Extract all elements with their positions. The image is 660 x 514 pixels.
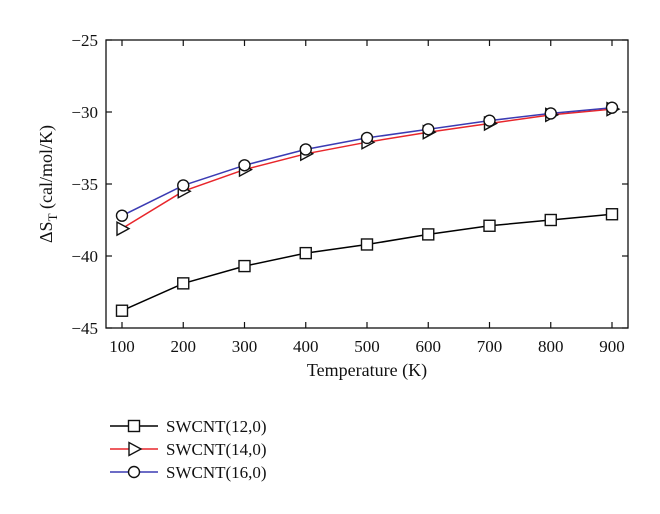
x-tick-label: 100	[109, 337, 135, 356]
data-point	[177, 277, 190, 290]
data-point	[544, 107, 557, 120]
data-point	[299, 246, 312, 260]
x-tick-label: 800	[538, 337, 564, 356]
y-tick-label: −45	[71, 319, 98, 338]
x-tick-label: 400	[293, 337, 319, 356]
x-axis-title: Temperature (K)	[307, 360, 427, 381]
legend-item: SWCNT(16,0)	[110, 463, 267, 482]
series-3	[115, 101, 619, 222]
series-layer	[115, 101, 621, 317]
data-point	[422, 228, 435, 241]
data-point	[605, 208, 619, 221]
data-point	[360, 238, 374, 251]
data-point	[238, 259, 251, 273]
y-axis: −25 −30 −35 −40 −45	[71, 31, 628, 338]
data-point	[605, 101, 619, 114]
series-1	[115, 208, 619, 317]
legend-marker	[127, 465, 141, 479]
legend-item: SWCNT(12,0)	[110, 417, 267, 436]
x-tick-label: 900	[599, 337, 625, 356]
x-axis: 100 200 300 400 500 600 700 800 900	[109, 40, 625, 356]
data-point	[238, 159, 251, 172]
y-axis-title: ΔST (cal/mol/K)	[36, 125, 60, 243]
x-tick-label: 600	[416, 337, 442, 356]
data-point	[115, 304, 129, 317]
data-point	[115, 209, 129, 222]
data-point	[483, 114, 496, 127]
plot-area: −25 −30 −35 −40 −45 100 200 300 400 500 600 700 800…	[71, 31, 629, 356]
data-point	[116, 220, 131, 237]
y-tick-label: −30	[71, 103, 98, 122]
series-line	[121, 108, 613, 230]
legend-label: SWCNT(14,0)	[166, 440, 267, 459]
data-point	[544, 213, 557, 227]
series-line	[121, 213, 613, 312]
data-point	[360, 131, 374, 145]
y-tick-label: −40	[71, 247, 98, 266]
legend-label: SWCNT(16,0)	[166, 463, 267, 482]
legend-marker	[128, 441, 143, 457]
legend-item: SWCNT(14,0)	[110, 440, 267, 459]
x-tick-label: 300	[232, 337, 258, 356]
y-tick-label: −35	[71, 175, 98, 194]
data-point	[299, 143, 312, 156]
data-point	[483, 219, 496, 232]
x-tick-label: 700	[477, 337, 503, 356]
legend: SWCNT(12,0) SWCNT(14,0) SWCNT(16,0)	[110, 417, 267, 482]
data-point	[177, 179, 190, 192]
y-axis-title-main: ΔS	[36, 221, 56, 243]
series-2	[116, 101, 621, 237]
x-tick-label: 200	[171, 337, 197, 356]
series-line	[121, 106, 613, 217]
y-tick-label: −25	[71, 31, 98, 50]
y-axis-title-sub: T	[45, 213, 60, 221]
legend-label: SWCNT(12,0)	[166, 417, 267, 436]
data-point	[422, 123, 435, 136]
x-tick-label: 500	[354, 337, 380, 356]
y-axis-title-rest: (cal/mol/K)	[36, 125, 57, 213]
legend-marker	[127, 419, 141, 433]
